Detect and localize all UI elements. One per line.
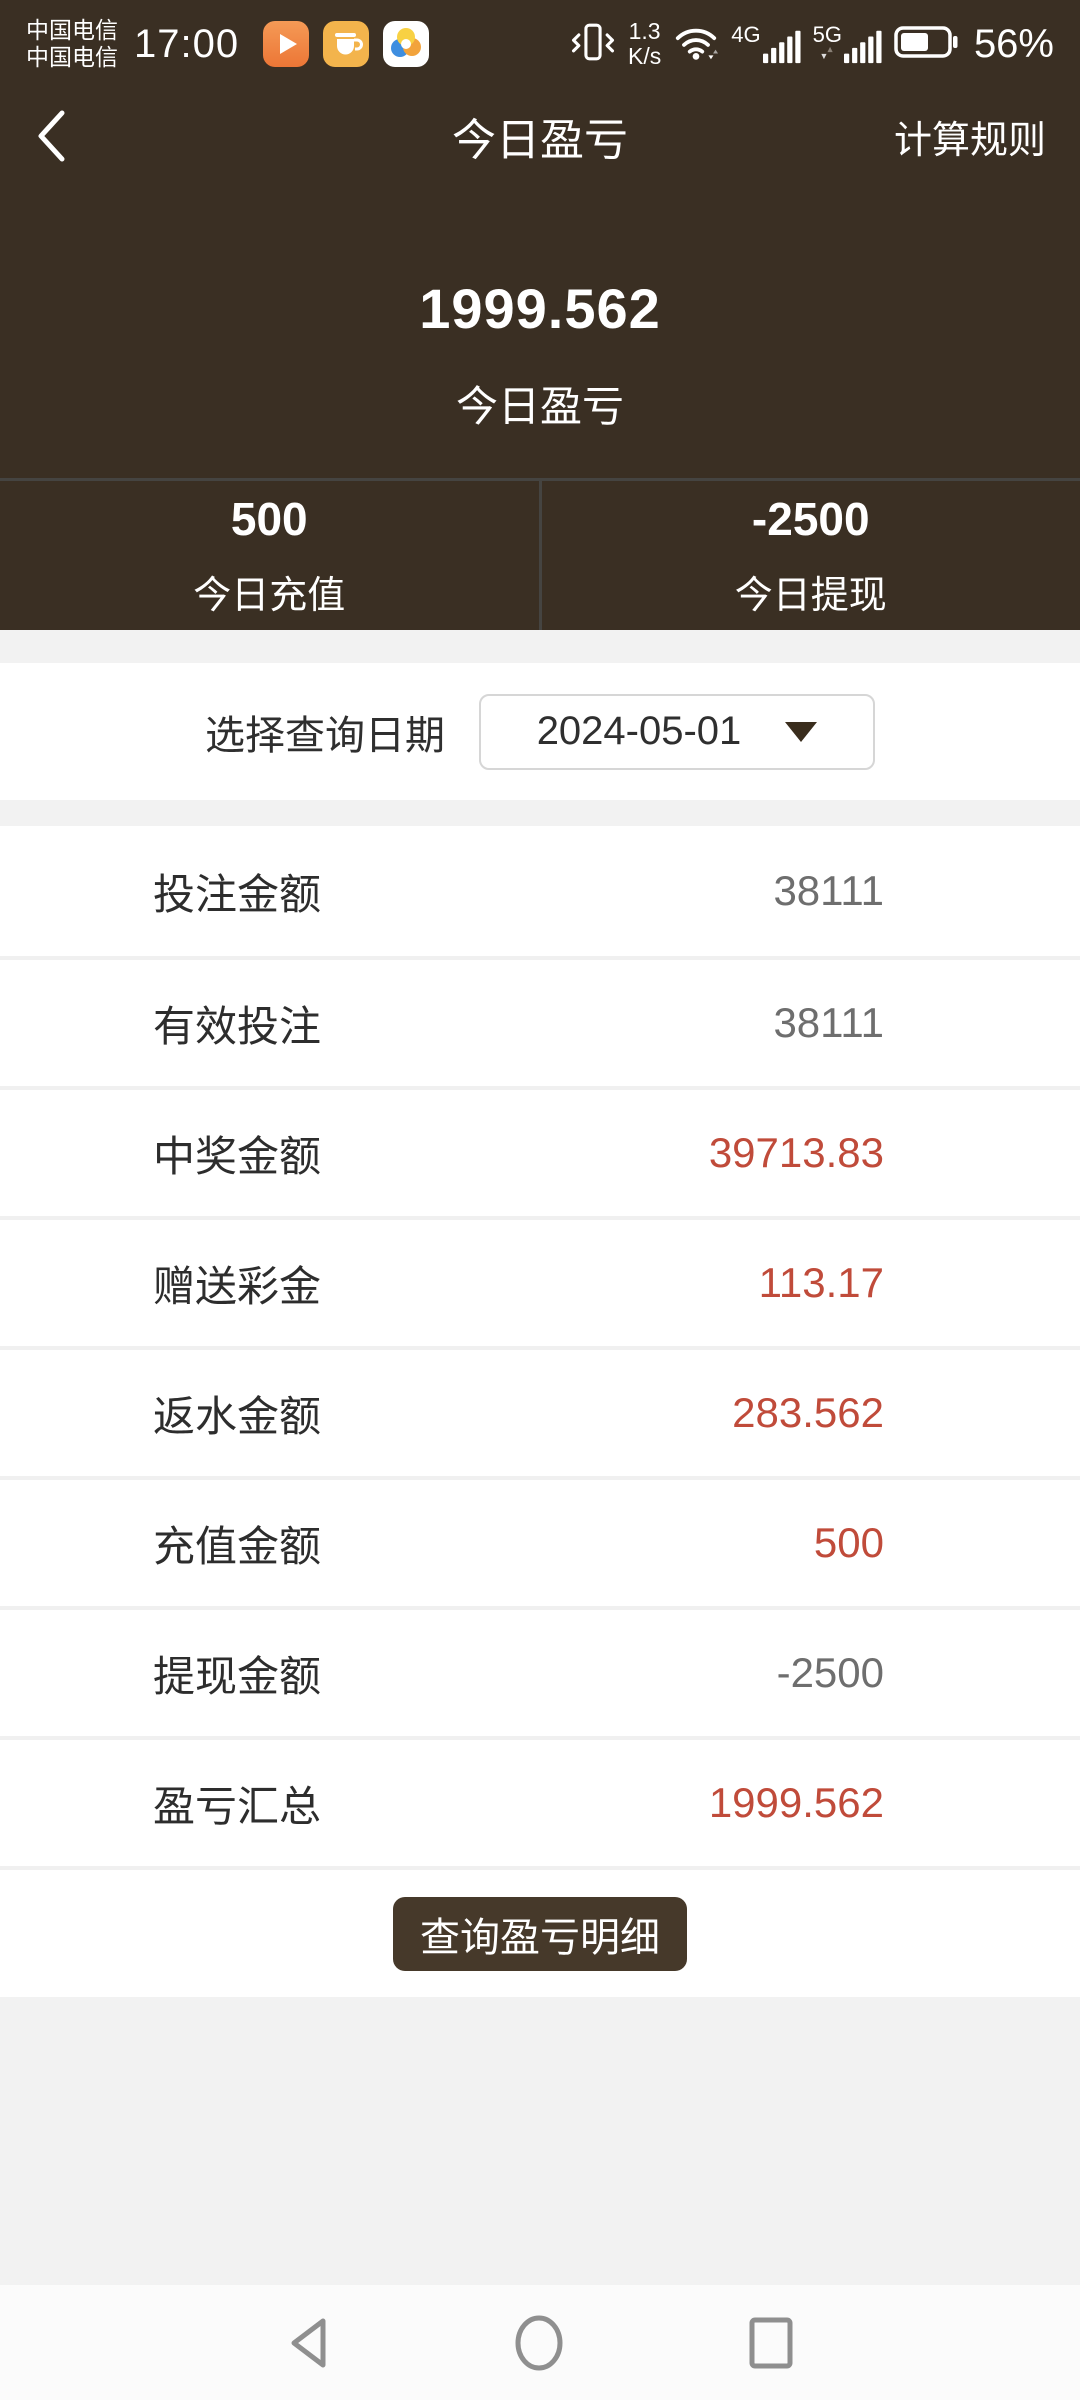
row-value: -2500 (776, 1649, 884, 1696)
clock: 17:00 (134, 21, 240, 66)
withdraw-label: 今日提现 (734, 575, 887, 617)
network-speed: 1.3 K/s (628, 19, 661, 69)
back-triangle-icon (291, 2318, 326, 2367)
carrier-sim1: 中国电信 (26, 17, 118, 43)
sim1-signal-bars-icon (762, 30, 801, 64)
row-value: 38111 (773, 867, 884, 914)
vibrate-icon (570, 19, 616, 70)
data-arrows-icon (821, 46, 833, 60)
status-bar: 中国电信 中国电信 17:00 (0, 0, 1080, 88)
date-picker-section: 选择查询日期 2024-05-01 (0, 663, 1080, 800)
table-row: 投注金额 38111 (0, 826, 1080, 956)
deposit-stat: 500 今日充值 (0, 481, 539, 630)
page-title: 今日盈亏 (452, 116, 628, 165)
recents-square-icon (749, 2317, 793, 2368)
play-app-icon (263, 21, 310, 67)
network-speed-value: 1.3 (628, 18, 661, 44)
row-label: 投注金额 (153, 870, 322, 918)
date-select[interactable]: 2024-05-01 (479, 693, 875, 770)
profit-label: 今日盈亏 (455, 383, 624, 430)
home-circle-icon (515, 2315, 563, 2370)
row-label: 赠送彩金 (153, 1262, 322, 1310)
sim1-signal: 4G (731, 22, 801, 64)
dropdown-caret-icon (785, 721, 818, 742)
sim1-network-type: 4G (731, 22, 761, 47)
hero-section: 中国电信 中国电信 17:00 (0, 0, 1080, 478)
carrier-sim2: 中国电信 (26, 44, 118, 70)
status-right: 1.3 K/s 4G 5G (570, 19, 1054, 70)
table-row: 充值金额 500 (0, 1476, 1080, 1606)
spacer (0, 630, 1080, 663)
table-row: 中奖金额 39713.83 (0, 1086, 1080, 1216)
row-label: 盈亏汇总 (153, 1782, 322, 1830)
row-value: 113.17 (758, 1259, 884, 1306)
page-header: 今日盈亏 计算规则 (0, 88, 1080, 184)
row-label: 有效投注 (153, 1002, 322, 1050)
back-button[interactable] (34, 107, 94, 165)
carrier-names: 中国电信 中国电信 (26, 17, 118, 71)
row-value: 1999.562 (708, 1779, 884, 1826)
battery-icon (894, 25, 960, 64)
android-recents-button[interactable] (745, 2314, 797, 2372)
calc-rules-button[interactable]: 计算规则 (893, 119, 1046, 162)
row-label: 返水金额 (153, 1392, 322, 1440)
android-back-button[interactable] (283, 2314, 333, 2372)
spacer (0, 1997, 1080, 2285)
sim2-signal-bars-icon (843, 30, 882, 64)
button-section: 查询盈亏明细 (0, 1866, 1080, 1997)
row-value: 500 (813, 1519, 884, 1566)
date-picker-label: 选择查询日期 (205, 713, 445, 758)
table-row: 盈亏汇总 1999.562 (0, 1736, 1080, 1866)
pinwheel-app-icon (383, 21, 430, 67)
deposit-label: 今日充值 (193, 575, 346, 617)
date-select-value: 2024-05-01 (536, 709, 742, 753)
sim2-network-type: 5G (812, 22, 842, 47)
table-row: 有效投注 38111 (0, 956, 1080, 1086)
row-label: 提现金额 (153, 1652, 322, 1700)
battery-percent: 56% (973, 21, 1054, 66)
row-value: 38111 (773, 999, 884, 1046)
sim2-signal: 5G (813, 24, 882, 64)
network-speed-unit: K/s (627, 43, 662, 69)
withdraw-value: -2500 (751, 493, 870, 545)
profit-amount: 1999.562 (419, 277, 661, 340)
deposit-value: 500 (230, 493, 308, 545)
android-home-button[interactable] (513, 2314, 565, 2372)
table-row: 赠送彩金 113.17 (0, 1216, 1080, 1346)
wifi-icon (673, 21, 719, 68)
cup-app-icon (323, 21, 370, 67)
notification-icons (263, 21, 430, 67)
query-detail-button[interactable]: 查询盈亏明细 (393, 1896, 687, 1971)
row-label: 中奖金额 (153, 1132, 322, 1180)
android-nav-bar (0, 2285, 1080, 2400)
back-chevron-icon (38, 110, 65, 162)
withdraw-stat: -2500 今日提现 (538, 481, 1080, 630)
profit-table: 投注金额 38111 有效投注 38111 中奖金额 39713.83 赠送彩金… (0, 826, 1080, 1866)
today-stats: 500 今日充值 -2500 今日提现 (0, 478, 1080, 630)
spacer (0, 800, 1080, 826)
profit-summary: 1999.562 今日盈亏 (0, 276, 1080, 434)
row-label: 充值金额 (153, 1522, 322, 1570)
status-left: 中国电信 中国电信 17:00 (26, 17, 430, 71)
row-value: 283.562 (732, 1389, 884, 1436)
table-row: 返水金额 283.562 (0, 1346, 1080, 1476)
table-row: 提现金额 -2500 (0, 1606, 1080, 1736)
row-value: 39713.83 (708, 1129, 884, 1176)
